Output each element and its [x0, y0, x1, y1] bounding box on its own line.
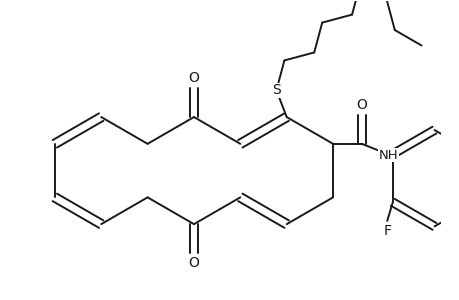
- Text: O: O: [188, 71, 199, 85]
- Text: NH: NH: [378, 148, 397, 162]
- Text: F: F: [382, 224, 391, 238]
- Text: O: O: [356, 98, 367, 112]
- Text: S: S: [271, 83, 280, 97]
- Text: O: O: [188, 256, 199, 270]
